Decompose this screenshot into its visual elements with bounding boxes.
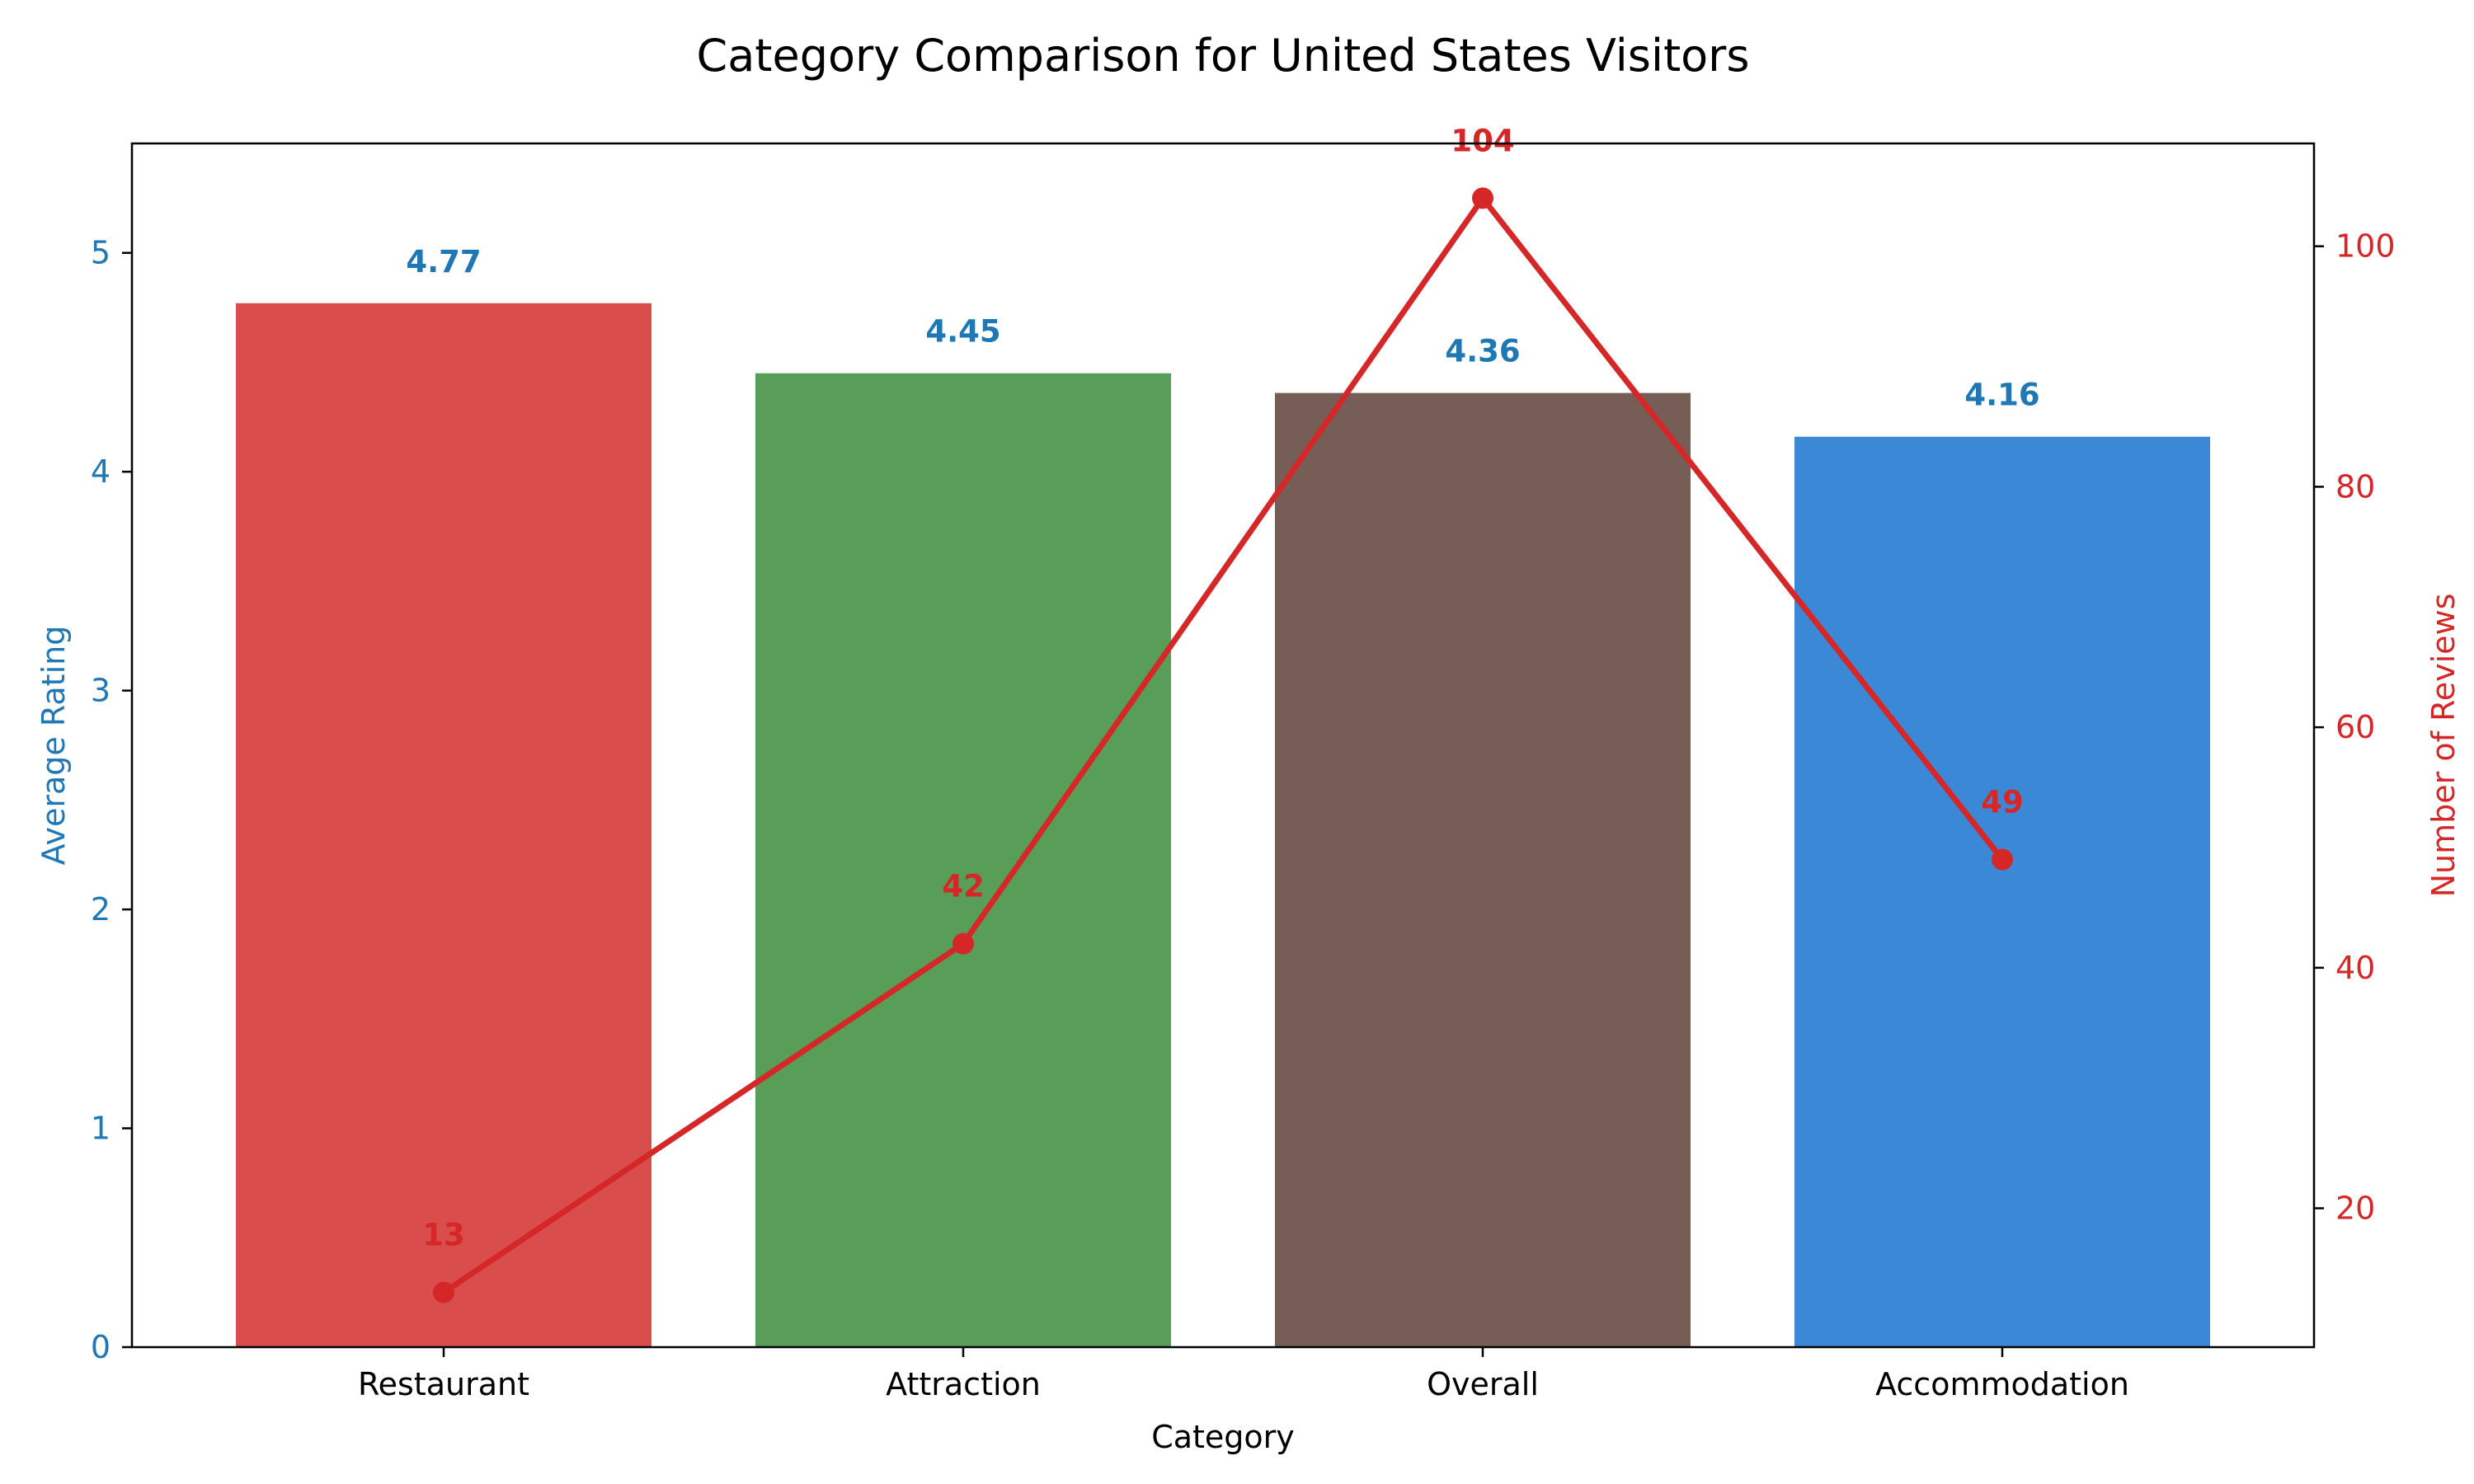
left-y-tick-label: 4 <box>91 453 111 490</box>
right-y-tick-label: 20 <box>2335 1190 2375 1227</box>
bar-restaurant <box>236 303 651 1347</box>
right-y-tick-label: 40 <box>2335 950 2375 986</box>
reviews-value-label: 13 <box>422 1218 465 1253</box>
reviews-point <box>433 1281 454 1303</box>
right-y-axis-label: Number of Reviews <box>2425 594 2462 898</box>
right-y-tick-label: 60 <box>2335 709 2375 745</box>
left-y-axis: 0 1 2 3 4 5 <box>91 235 132 1365</box>
reviews-point <box>1992 848 2013 871</box>
x-tick-label: Accommodation <box>1875 1366 2129 1402</box>
plot-frame <box>130 142 2316 1349</box>
reviews-value-label: 49 <box>1981 785 2024 820</box>
bar-value-label: 4.16 <box>1964 378 2039 413</box>
left-y-tick-label: 0 <box>91 1329 111 1365</box>
bar-value-label: 4.77 <box>406 244 481 279</box>
x-axis: Restaurant Attraction Overall Accommodation <box>358 1347 2129 1402</box>
left-y-tick-label: 3 <box>91 673 111 709</box>
bar-accommodation <box>1794 436 2210 1347</box>
left-y-tick-label: 1 <box>91 1111 111 1147</box>
x-axis-label: Category <box>1151 1419 1295 1455</box>
reviews-point <box>1472 187 1493 209</box>
bar-series: 4.77 4.45 4.36 4.16 <box>236 244 2210 1348</box>
bar-value-label: 4.36 <box>1445 334 1520 369</box>
bar-value-label: 4.45 <box>925 314 1000 350</box>
right-y-axis: 20 40 60 80 100 <box>2314 228 2396 1227</box>
x-tick-label: Attraction <box>886 1366 1041 1402</box>
right-y-tick-label: 100 <box>2335 228 2396 265</box>
x-tick-label: Overall <box>1427 1366 1539 1402</box>
bar-overall <box>1275 392 1691 1348</box>
x-tick-label: Restaurant <box>358 1366 529 1402</box>
reviews-line <box>440 195 2006 1296</box>
left-y-axis-label: Average Rating <box>35 626 72 866</box>
line-series: 13 42 104 49 <box>422 123 2024 1303</box>
right-y-tick-label: 80 <box>2335 468 2375 505</box>
left-y-tick-label: 2 <box>91 891 111 928</box>
chart-title: Category Comparison for United States Vi… <box>697 30 1750 82</box>
reviews-point <box>952 932 974 955</box>
reviews-value-label: 42 <box>942 869 985 904</box>
bar-attraction <box>755 373 1171 1347</box>
reviews-value-label: 104 <box>1451 123 1514 158</box>
left-y-tick-label: 5 <box>91 235 111 271</box>
